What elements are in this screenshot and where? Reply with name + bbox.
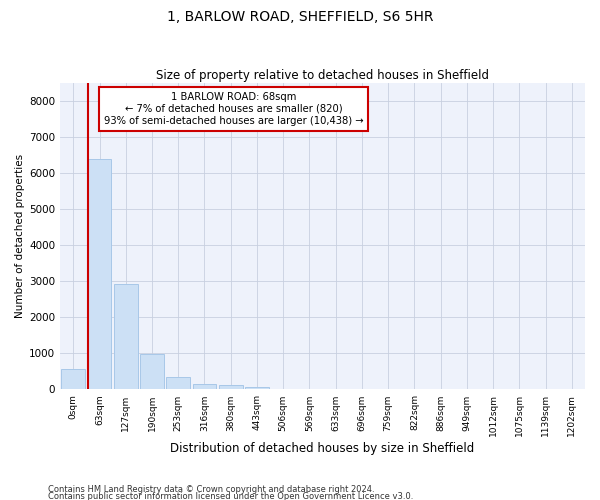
Bar <box>193 384 216 390</box>
Bar <box>219 386 242 390</box>
Bar <box>140 354 164 390</box>
Text: 1, BARLOW ROAD, SHEFFIELD, S6 5HR: 1, BARLOW ROAD, SHEFFIELD, S6 5HR <box>167 10 433 24</box>
Text: Contains public sector information licensed under the Open Government Licence v3: Contains public sector information licen… <box>48 492 413 500</box>
Y-axis label: Number of detached properties: Number of detached properties <box>15 154 25 318</box>
Text: Contains HM Land Registry data © Crown copyright and database right 2024.: Contains HM Land Registry data © Crown c… <box>48 486 374 494</box>
Bar <box>114 284 137 390</box>
Bar <box>88 159 112 390</box>
Text: 1 BARLOW ROAD: 68sqm
← 7% of detached houses are smaller (820)
93% of semi-detac: 1 BARLOW ROAD: 68sqm ← 7% of detached ho… <box>104 92 363 126</box>
Bar <box>245 388 269 390</box>
X-axis label: Distribution of detached houses by size in Sheffield: Distribution of detached houses by size … <box>170 442 475 455</box>
Bar <box>61 368 85 390</box>
Bar <box>166 377 190 390</box>
Title: Size of property relative to detached houses in Sheffield: Size of property relative to detached ho… <box>156 69 489 82</box>
